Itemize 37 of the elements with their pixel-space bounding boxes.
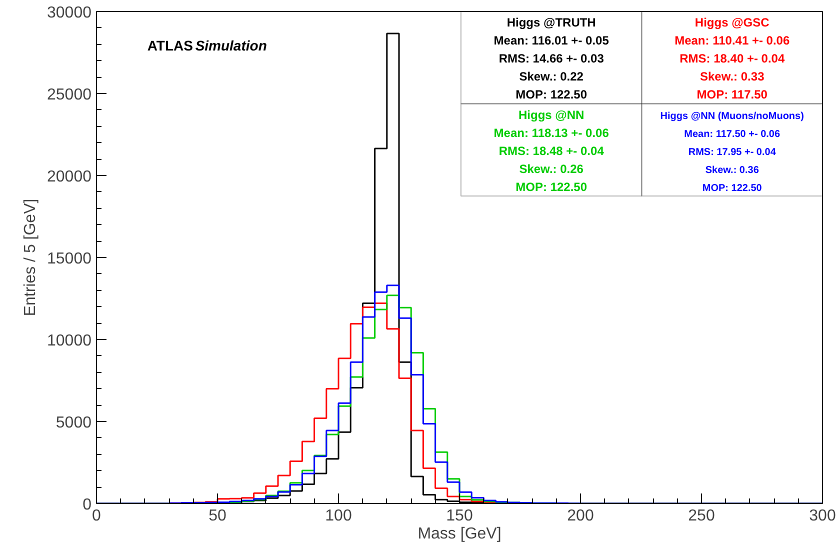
annotation: MOP: 122.50 (516, 180, 588, 194)
x-tick-label: 50 (208, 508, 226, 524)
y-tick-label: 5000 (56, 414, 92, 432)
y-tick-label: 30000 (47, 4, 92, 22)
annotation: Mean: 110.41 +- 0.06 (674, 34, 790, 48)
text: Higgs @NN (518, 108, 584, 122)
x-tick-label: 150 (446, 508, 473, 524)
x-tick-label: 250 (688, 508, 715, 524)
x-tick-label: 300 (809, 508, 836, 524)
annotation: Skew.: 0.22 (519, 70, 584, 84)
annotation: Skew.: 0.36 (705, 164, 760, 176)
y-tick-label: 15000 (47, 250, 92, 268)
annotation: RMS: 18.48 +- 0.04 (498, 144, 604, 158)
annotation: RMS: 18.40 +- 0.04 (680, 52, 785, 66)
y-tick-label: 10000 (47, 332, 92, 350)
annotation: Mean: 118.13 +- 0.06 (494, 126, 610, 140)
annotation: ATLAS (147, 37, 193, 54)
x-tick-label: 200 (567, 508, 594, 524)
annotation: Skew.: 0.33 (700, 70, 765, 84)
annotation: Simulation (195, 37, 267, 54)
y-tick-label: 0 (82, 496, 92, 514)
annotation: MOP: 122.50 (516, 88, 588, 102)
annotation: Skew.: 0.26 (519, 162, 584, 176)
y-tick-label: 20000 (47, 168, 92, 186)
text: Higgs @TRUTH (506, 16, 596, 30)
annotation: RMS: 14.66 +- 0.03 (498, 52, 604, 66)
y-axis-title: Entries / 5 [GeV] (22, 198, 40, 316)
x-tick-label: 100 (325, 508, 352, 524)
annotation: MOP: 117.50 (696, 88, 768, 102)
text: Higgs @NN (Muons/noMuons) (660, 110, 804, 122)
annotation: Mean: 116.01 +- 0.05 (494, 34, 610, 48)
annotation: RMS: 17.95 +- 0.04 (688, 146, 776, 158)
x-axis-title: Mass [GeV] (418, 526, 502, 542)
text: Higgs @GSC (694, 16, 770, 30)
annotation: MOP: 122.50 (702, 182, 762, 194)
annotation: Mean: 117.50 +- 0.06 (684, 128, 780, 140)
y-tick-label: 25000 (47, 86, 92, 104)
